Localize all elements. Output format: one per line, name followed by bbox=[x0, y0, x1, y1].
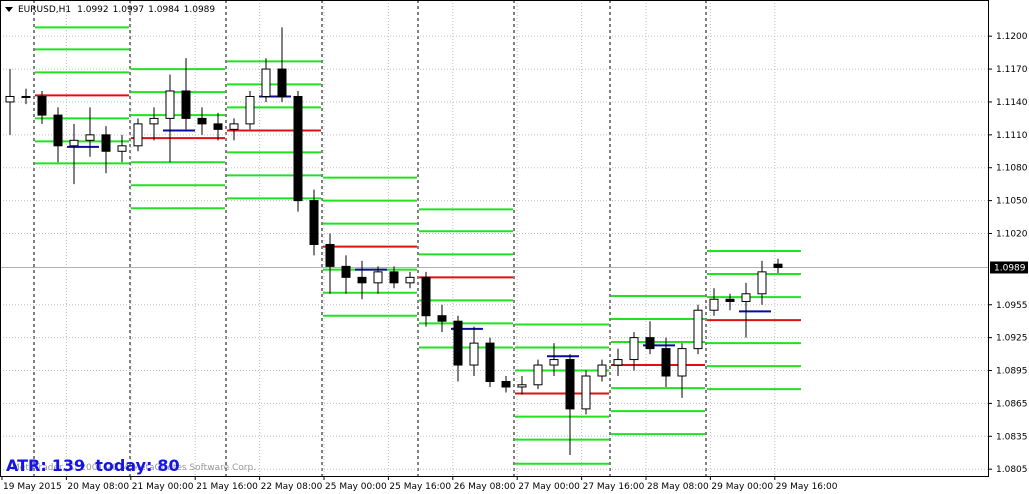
candle-body bbox=[309, 200, 319, 245]
y-tick-label: 1.1170 bbox=[996, 65, 1028, 75]
y-tick-label: 1.1080 bbox=[996, 164, 1028, 174]
candle-body bbox=[581, 375, 591, 410]
candle-body bbox=[149, 117, 159, 125]
candle-body bbox=[597, 364, 607, 377]
y-tick-label: 1.1110 bbox=[996, 131, 1028, 141]
candle-body bbox=[389, 271, 399, 284]
today-label: today: bbox=[95, 456, 152, 475]
candle-body bbox=[85, 134, 95, 141]
candles-layer bbox=[5, 27, 783, 455]
candle-body bbox=[133, 123, 143, 147]
x-tick-label: 19 May 2015 bbox=[3, 482, 62, 492]
header-open: 1.0992 bbox=[77, 5, 109, 15]
y-tick-label: 1.0835 bbox=[996, 432, 1028, 442]
candle-body bbox=[53, 114, 63, 147]
candle-body bbox=[341, 265, 351, 278]
candle-body bbox=[437, 315, 447, 322]
header-close: 1.0989 bbox=[184, 5, 216, 15]
candle-body bbox=[773, 263, 783, 268]
candle-body bbox=[5, 95, 15, 103]
candle-body bbox=[645, 337, 655, 350]
atr-label: ATR: bbox=[6, 456, 47, 475]
today-value: 80 bbox=[157, 456, 179, 475]
candle-body bbox=[501, 380, 511, 388]
x-tick-label: 25 May 16:00 bbox=[389, 482, 451, 492]
candle-body bbox=[245, 95, 255, 125]
plot-frame bbox=[0, 0, 989, 477]
candle-body bbox=[661, 348, 671, 377]
candle-body bbox=[261, 68, 271, 97]
candle-body bbox=[725, 298, 735, 302]
x-tick-label: 29 May 16:00 bbox=[776, 482, 838, 492]
y-tick-label: 1.0895 bbox=[996, 367, 1028, 377]
candle-body bbox=[213, 123, 223, 130]
x-tick-label: 25 May 00:00 bbox=[325, 482, 387, 492]
candle-body bbox=[373, 271, 383, 284]
candle-body bbox=[21, 95, 31, 98]
candle-body bbox=[565, 359, 575, 410]
y-tick-label: 1.0805 bbox=[996, 465, 1028, 475]
candle-body bbox=[421, 276, 431, 317]
x-tick-label: 29 May 00:00 bbox=[711, 482, 773, 492]
candle-body bbox=[613, 359, 623, 366]
grid-layer bbox=[0, 0, 988, 476]
x-tick-label: 21 May 16:00 bbox=[196, 482, 258, 492]
current-price-label: 1.0989 bbox=[994, 263, 1026, 273]
levels-layer bbox=[0, 26, 988, 465]
x-tick-label: 21 May 00:00 bbox=[132, 482, 194, 492]
atr-text: ATR: 139 today: 80 bbox=[6, 456, 180, 475]
x-tick-label: 20 May 08:00 bbox=[67, 482, 129, 492]
candle-body bbox=[69, 139, 79, 147]
candle-body bbox=[101, 134, 111, 152]
x-tick-label: 22 May 08:00 bbox=[261, 482, 323, 492]
x-tick-label: 26 May 08:00 bbox=[454, 482, 516, 492]
header-high: 1.0997 bbox=[113, 5, 145, 15]
y-tick-label: 1.1050 bbox=[996, 197, 1028, 207]
candle-body bbox=[741, 293, 751, 302]
candle-body bbox=[485, 342, 495, 382]
candle-body bbox=[325, 243, 335, 267]
candle-body bbox=[37, 95, 47, 116]
candle-body bbox=[117, 145, 127, 152]
menu-arrow[interactable] bbox=[5, 7, 13, 12]
header: EURUSD,H1 1.0992 1.0997 1.0984 1.0989 bbox=[18, 5, 215, 15]
y-tick-label: 1.1020 bbox=[996, 229, 1028, 239]
watermark: MetaTrader, © 2001-2014 MetaQuotes Softw… bbox=[12, 463, 256, 473]
x-tick-label: 27 May 16:00 bbox=[583, 482, 645, 492]
current-price-box bbox=[990, 261, 1028, 274]
candle-body bbox=[165, 90, 175, 119]
atr-value: 139 bbox=[52, 456, 85, 475]
y-tick-label: 1.0955 bbox=[996, 301, 1028, 311]
candle-body bbox=[629, 337, 639, 361]
x-tick-label: 27 May 00:00 bbox=[518, 482, 580, 492]
candle-body bbox=[357, 276, 367, 284]
candle-body bbox=[453, 320, 463, 366]
axis-layer: 19 May 2015 20 May 08:00 21 May 00:00 21 Ma… bbox=[1, 32, 1028, 492]
candle-body bbox=[549, 359, 559, 366]
candle-body bbox=[469, 342, 479, 366]
candle-body bbox=[293, 95, 303, 202]
candle-body bbox=[197, 117, 207, 125]
candle-body bbox=[757, 271, 767, 295]
candle-body bbox=[677, 348, 687, 377]
candle-body bbox=[533, 364, 543, 386]
y-tick-label: 1.0865 bbox=[996, 399, 1028, 409]
candle-body bbox=[229, 123, 239, 130]
y-tick-label: 1.1140 bbox=[996, 98, 1028, 108]
candle-body bbox=[693, 309, 703, 350]
candle-body bbox=[277, 68, 287, 97]
header-low: 1.0984 bbox=[148, 5, 180, 15]
candle-body bbox=[709, 298, 719, 311]
x-tick-label: 28 May 08:00 bbox=[647, 482, 709, 492]
y-tick-label: 1.1200 bbox=[996, 32, 1028, 42]
candle-body bbox=[405, 276, 415, 284]
symbol: EURUSD,H1 bbox=[18, 5, 71, 15]
y-tick-label: 1.0925 bbox=[996, 334, 1028, 344]
candle-body bbox=[517, 384, 527, 388]
candle-body bbox=[181, 90, 191, 119]
